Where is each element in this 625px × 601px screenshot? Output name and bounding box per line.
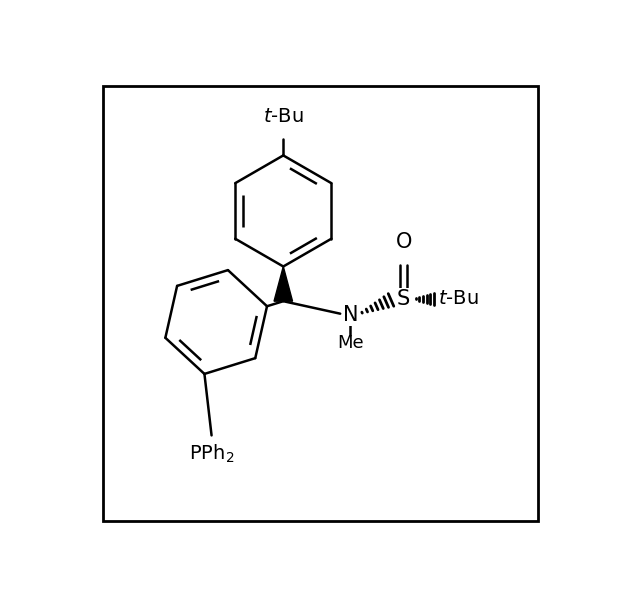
Text: PPh$_2$: PPh$_2$ [189,443,234,465]
Text: $\mathit{t}$-Bu: $\mathit{t}$-Bu [438,289,479,308]
FancyBboxPatch shape [102,86,538,521]
Text: Me: Me [337,334,364,352]
Text: O: O [396,232,412,252]
Text: S: S [397,289,410,309]
Text: $\mathit{t}$-Bu: $\mathit{t}$-Bu [263,106,304,126]
Polygon shape [274,266,292,301]
Text: N: N [342,305,358,325]
